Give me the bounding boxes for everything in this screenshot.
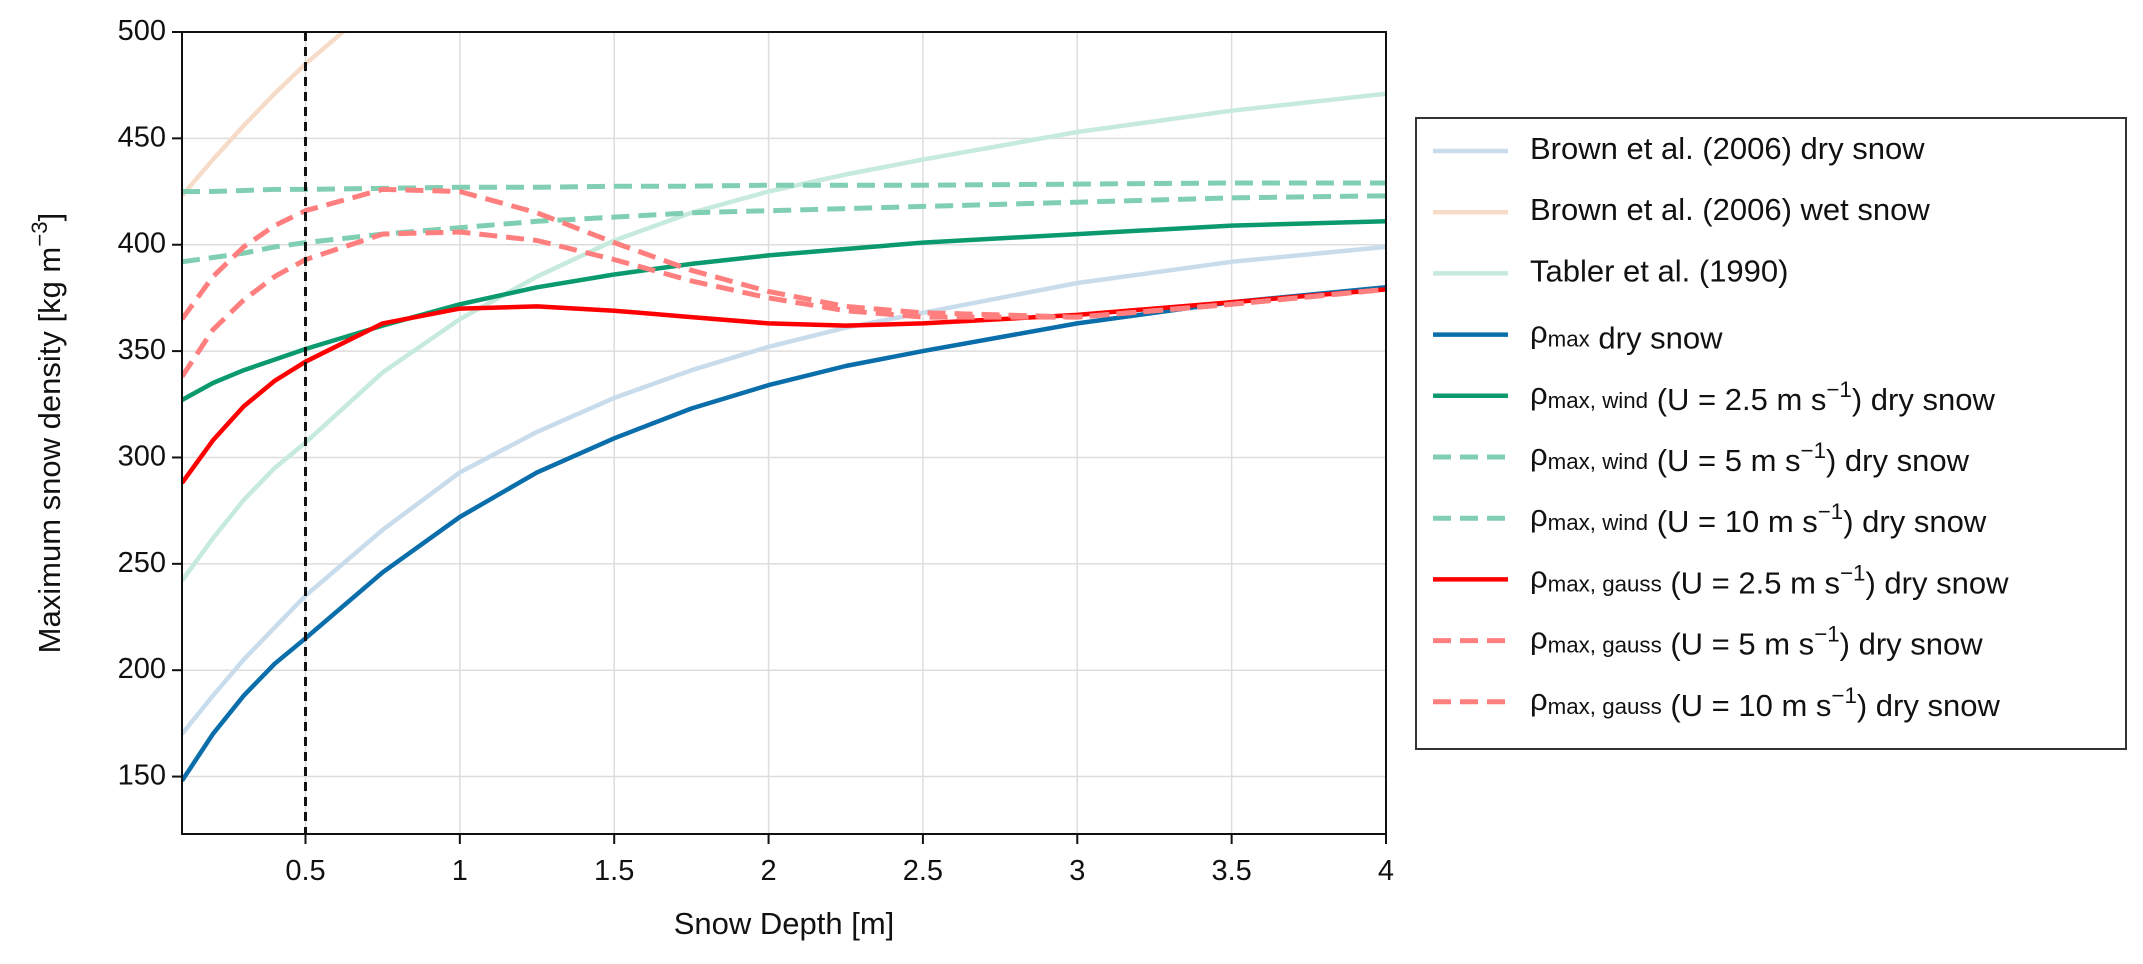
legend-label: ρmax, gauss (U = 2.5 m s−1) dry snow <box>1530 560 2009 601</box>
legend-label: Brown et al. (2006) dry snow <box>1530 131 1925 166</box>
series-line <box>182 180 1386 194</box>
y-axis-label: Maximum snow density [kg m−3] <box>27 213 67 654</box>
x-tick-label: 1.5 <box>594 855 634 887</box>
series-line <box>182 32 347 198</box>
legend-label: ρmax dry snow <box>1530 315 1723 356</box>
x-tick-label: 2.5 <box>903 855 943 887</box>
y-tick-label: 500 <box>118 15 166 47</box>
series-line <box>182 285 1386 783</box>
y-tick-label: 150 <box>118 759 166 791</box>
x-tick-label: 1 <box>452 855 468 887</box>
y-tick-label: 300 <box>118 440 166 472</box>
y-tick-label: 350 <box>118 334 166 366</box>
legend-label: ρmax, wind (U = 2.5 m s−1) dry snow <box>1530 376 1995 417</box>
grid <box>182 31 1387 834</box>
y-tick-label: 250 <box>118 546 166 578</box>
series-line <box>182 193 1386 265</box>
series-line <box>182 219 1386 402</box>
legend-label: Brown et al. (2006) wet snow <box>1530 192 1930 227</box>
legend-box <box>1415 117 2127 750</box>
x-tick-label: 2 <box>760 855 776 887</box>
legend-label: Tabler et al. (1990) <box>1530 254 1788 289</box>
legend-label: ρmax, gauss (U = 10 m s−1) dry snow <box>1530 682 2000 723</box>
legend-label: ρmax, wind (U = 10 m s−1) dry snow <box>1530 498 1987 539</box>
legend-label: ρmax, gauss (U = 5 m s−1) dry snow <box>1530 621 1983 662</box>
x-tick-label: 4 <box>1378 855 1394 887</box>
y-tick-label: 450 <box>118 121 166 153</box>
axes-frame <box>181 31 1387 835</box>
x-tick-label: 3 <box>1069 855 1085 887</box>
x-axis-label: Snow Depth [m] <box>674 906 895 941</box>
series-line <box>182 186 1386 321</box>
x-tick-label: 3.5 <box>1211 855 1251 887</box>
series-line <box>182 244 1386 736</box>
legend-label: ρmax, wind (U = 5 m s−1) dry snow <box>1530 437 1970 478</box>
series-line <box>182 91 1386 583</box>
series-line <box>182 229 1386 378</box>
y-tick-label: 400 <box>118 227 166 259</box>
series-line <box>182 287 1386 485</box>
x-tick-label: 0.5 <box>285 855 325 887</box>
y-tick-label: 200 <box>118 653 166 685</box>
plot-area <box>182 32 1386 834</box>
